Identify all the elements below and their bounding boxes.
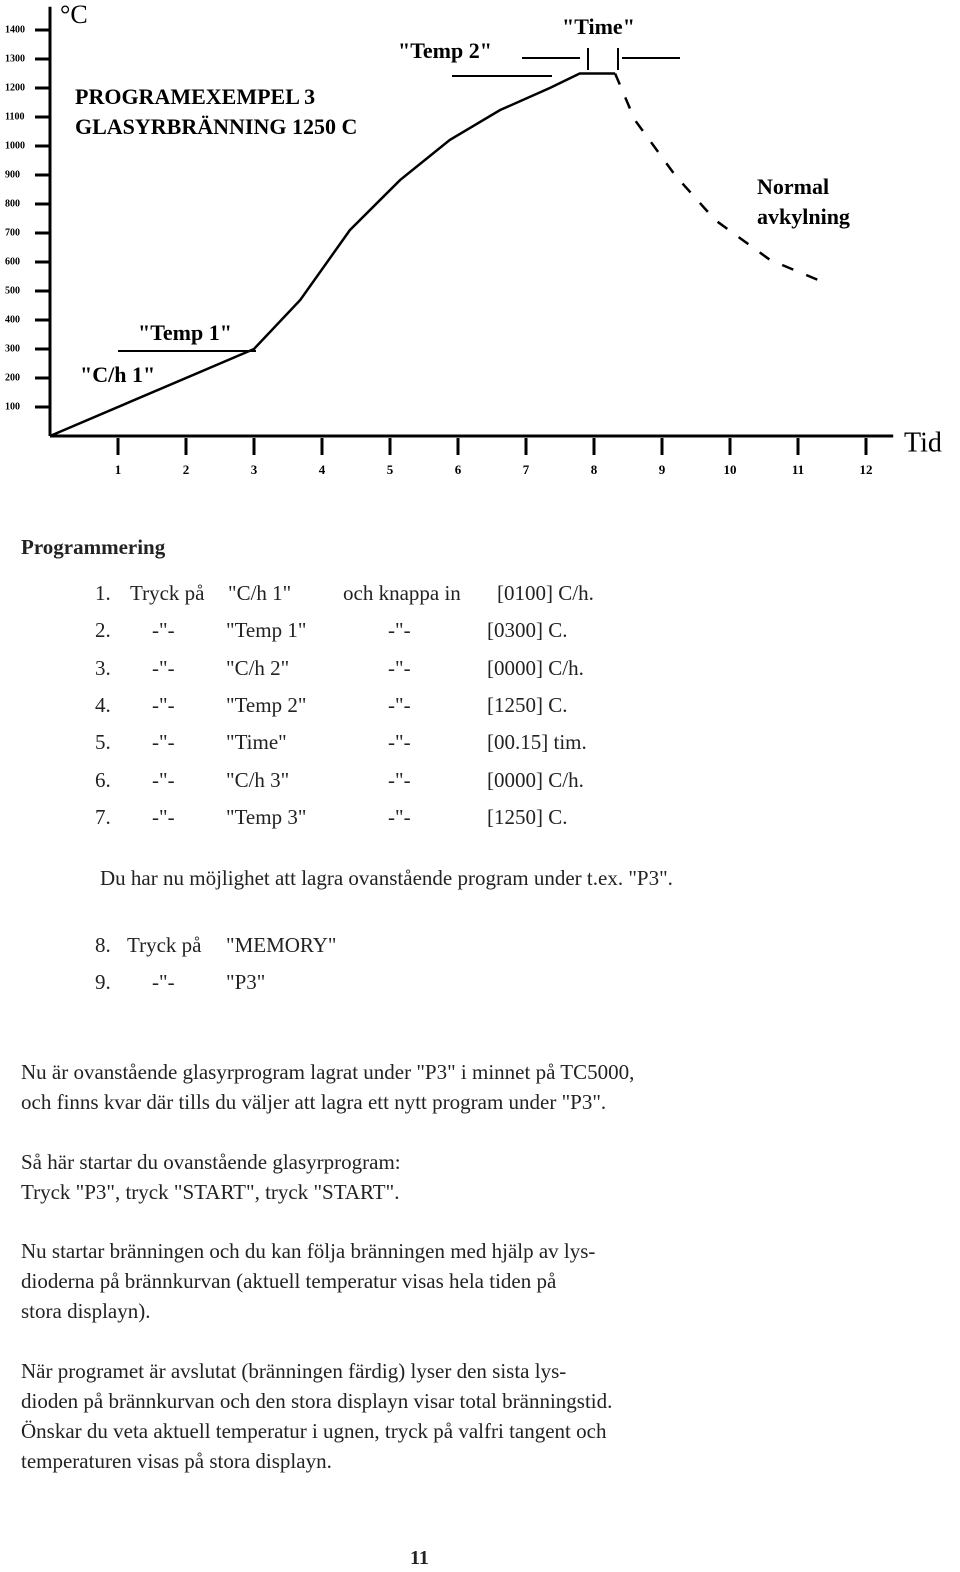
paragraph-line: Önskar du veta aktuell temperatur i ugne… <box>21 1419 607 1443</box>
curve <box>49 72 616 438</box>
chart: PROGRAMEXEMPEL 3 GLASYRBRÄNNING 1250 C °… <box>5 0 942 477</box>
paragraph-line: temperaturen visas på stora displayn. <box>21 1449 332 1473</box>
step-key: "C/h 3" <box>226 767 290 792</box>
step-number: 1. <box>95 581 111 605</box>
step-action: -"- <box>152 767 175 792</box>
page-number: 11 <box>410 1547 429 1569</box>
step-value: [1250] C. <box>487 692 568 717</box>
x-tick-label: 4 <box>319 462 326 477</box>
paragraph-line: dioderna på brännkurvan (aktuell tempera… <box>21 1269 557 1293</box>
step-key: "Temp 2" <box>226 692 307 717</box>
step-key: "Temp 3" <box>226 804 307 829</box>
x-tick-label: 9 <box>659 462 666 477</box>
x-tick-label: 5 <box>387 462 394 477</box>
step-number: 9. <box>95 970 111 994</box>
annotation: "Temp 2" <box>398 38 492 63</box>
x-tick-label: 12 <box>860 462 873 477</box>
step-action: -"- <box>388 804 411 829</box>
step-number: 5. <box>95 730 111 755</box>
y-axis-label: °C <box>60 0 88 29</box>
annotation: Normal <box>757 174 829 199</box>
y-tick-label: 700 <box>5 227 20 238</box>
annotation: "Temp 1" <box>138 320 232 345</box>
leaders <box>118 48 680 352</box>
step-action: -"- <box>152 618 175 643</box>
y-tick-label: 500 <box>5 285 20 296</box>
step-value: [00.15] tim. <box>487 730 587 755</box>
step-action: Tryck på <box>127 933 202 957</box>
step-value: [0100] C/h. <box>497 581 594 605</box>
step-number: 8. <box>95 933 111 957</box>
x-tick-label: 8 <box>591 462 598 477</box>
step-key: "P3" <box>226 970 266 994</box>
step-action: -"- <box>152 655 175 680</box>
step-number: 6. <box>95 767 111 792</box>
x-tick-label: 3 <box>251 462 258 477</box>
step-value: [0300] C. <box>487 618 568 643</box>
y-tick-label: 1400 <box>5 24 25 35</box>
x-tick-label: 10 <box>724 462 737 477</box>
annotation: avkylning <box>757 204 850 229</box>
step-action: -"- <box>388 730 411 755</box>
step-action: -"- <box>152 804 175 829</box>
step-number: 2. <box>95 618 111 643</box>
annotation: "Time" <box>562 14 635 39</box>
step-key: "C/h 1" <box>228 581 292 605</box>
x-tick-label: 6 <box>455 462 462 477</box>
y-tick-label: 900 <box>5 169 20 180</box>
step-action: -"- <box>388 655 411 680</box>
y-tick-label: 600 <box>5 256 20 267</box>
note: Du har nu möjlighet att lagra ovanståend… <box>100 866 673 890</box>
x-tick-label: 7 <box>523 462 530 477</box>
y-tick-label: 800 <box>5 198 20 209</box>
step-key: "Time" <box>226 730 287 755</box>
paragraph-line: och finns kvar där tills du väljer att l… <box>21 1090 607 1114</box>
step-number: 7. <box>95 804 111 829</box>
step-key: "Temp 1" <box>226 618 307 643</box>
step-action: -"- <box>152 970 175 994</box>
chart-subtitle: GLASYRBRÄNNING 1250 C <box>75 114 357 139</box>
x-tick-label: 1 <box>115 462 122 477</box>
paragraph-line: När programet är avslutat (bränningen fä… <box>21 1359 567 1383</box>
paragraph-line: Så här startar du ovanstående glasyrprog… <box>21 1150 401 1174</box>
y-tick-label: 100 <box>5 401 20 412</box>
step-value: [0000] C/h. <box>487 767 584 792</box>
paragraph-line: Tryck "P3", tryck "START", tryck "START"… <box>21 1180 400 1204</box>
step-action: -"- <box>388 692 411 717</box>
y-tick-label: 200 <box>5 372 20 383</box>
y-tick-label: 1300 <box>5 53 25 64</box>
y-tick-label: 1200 <box>5 82 25 93</box>
y-tick-label: 1000 <box>5 140 25 151</box>
chart-title: PROGRAMEXEMPEL 3 <box>75 84 315 109</box>
paragraph-line: dioden på brännkurvan och den stora disp… <box>21 1389 613 1413</box>
paragraph-line: stora displayn). <box>21 1299 151 1323</box>
step-action: -"- <box>388 618 411 643</box>
x-tick-label: 2 <box>183 462 190 477</box>
step-value: [0000] C/h. <box>487 655 584 680</box>
step-key: "MEMORY" <box>226 933 337 957</box>
step-action: -"- <box>152 692 175 717</box>
y-tick-label: 300 <box>5 343 20 354</box>
step-action: -"- <box>388 767 411 792</box>
step-value: [1250] C. <box>487 804 568 829</box>
y-tick-label: 1100 <box>5 111 24 122</box>
step-key: "C/h 2" <box>226 655 290 680</box>
annotation: "C/h 1" <box>80 362 155 387</box>
y-tick-label: 400 <box>5 314 20 325</box>
x-tick-label: 11 <box>792 462 804 477</box>
step-action: och knappa in <box>343 581 461 605</box>
heading: Programmering <box>21 535 166 559</box>
step-action: -"- <box>152 730 175 755</box>
x-axis-label: Tid <box>904 427 942 458</box>
step-number: 3. <box>95 655 111 680</box>
step-number: 4. <box>95 692 111 717</box>
paragraph-line: Nu är ovanstående glasyrprogram lagrat u… <box>21 1060 635 1084</box>
paragraph-line: Nu startar bränningen och du kan följa b… <box>21 1239 596 1263</box>
step-action: Tryck på <box>130 581 205 605</box>
